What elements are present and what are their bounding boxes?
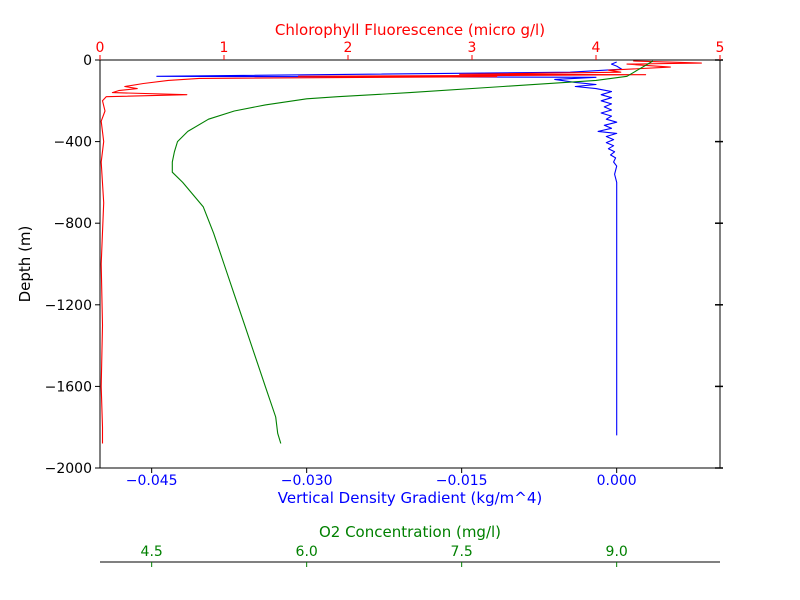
y-tick-label: −800 bbox=[54, 216, 92, 232]
chlorophyll-line bbox=[100, 60, 702, 444]
y-axis-label: Depth (m) bbox=[16, 226, 34, 303]
chlorophyll-tick-label: 5 bbox=[716, 40, 725, 56]
density-tick-label: −0.015 bbox=[436, 473, 488, 489]
chlorophyll-tick-label: 4 bbox=[592, 40, 601, 56]
oxygen-tick-label: 6.0 bbox=[296, 544, 318, 560]
y-tick-label: 0 bbox=[83, 53, 92, 69]
axis-layer: 0 −400 −800 −1200 −1600 −2000 Depth (m) −0.045 −… bbox=[16, 21, 724, 567]
density-tick-label: −0.045 bbox=[126, 473, 178, 489]
series-layer bbox=[100, 60, 702, 444]
y-tick-label: −2000 bbox=[45, 461, 92, 477]
y-tick-label: −1600 bbox=[45, 379, 92, 395]
chlorophyll-tick-label: 2 bbox=[344, 40, 353, 56]
density-gradient-line bbox=[156, 61, 623, 436]
chlorophyll-tick-label: 3 bbox=[468, 40, 477, 56]
oxygen-tick-label: 4.5 bbox=[141, 544, 163, 560]
density-tick-label: −0.030 bbox=[281, 473, 333, 489]
plot-frame bbox=[99, 59, 721, 469]
oxygen-line bbox=[171, 60, 654, 444]
oxygen-tick-label: 9.0 bbox=[606, 544, 628, 560]
oxygen-tick-label: 7.5 bbox=[451, 544, 473, 560]
y-tick-label: −400 bbox=[54, 135, 92, 151]
y-tick-label: −1200 bbox=[45, 298, 92, 314]
oxygen-axis-label: O2 Concentration (mg/l) bbox=[319, 523, 501, 541]
chlorophyll-axis-label: Chlorophyll Fluorescence (micro g/l) bbox=[275, 21, 545, 39]
chlorophyll-tick-label: 0 bbox=[96, 40, 105, 56]
chlorophyll-tick-label: 1 bbox=[220, 40, 229, 56]
density-tick-label: 0.000 bbox=[597, 473, 637, 489]
density-axis-label: Vertical Density Gradient (kg/m^4) bbox=[278, 489, 542, 507]
